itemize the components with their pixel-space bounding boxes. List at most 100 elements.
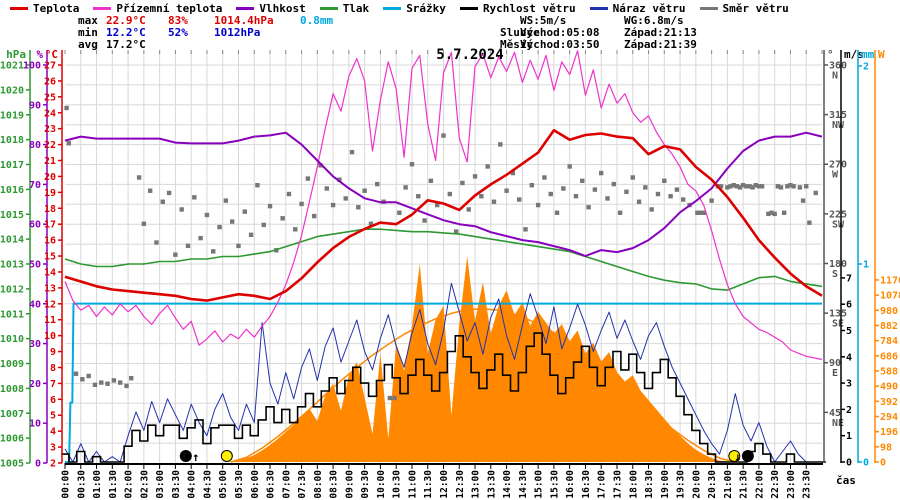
moonrise-time: Východ:03:50 (520, 38, 600, 51)
svg-text:%: % (36, 48, 43, 61)
svg-text:↑: ↑ (192, 450, 199, 464)
legend-swatch-vlhkost (236, 7, 255, 10)
svg-text:10: 10 (44, 331, 56, 342)
time-tick-label: 03:00 (155, 470, 166, 499)
sun-rise-marker (220, 450, 233, 462)
time-tick-label: 05:30 (234, 470, 245, 499)
time-tick-label: 23:00 (786, 470, 797, 499)
svg-text:2: 2 (846, 405, 852, 416)
series-wind_speed-line (61, 332, 826, 463)
svg-text:15: 15 (44, 252, 56, 263)
time-tick-label: 18:30 (644, 470, 655, 499)
svg-text:1007: 1007 (0, 409, 24, 420)
svg-text:196: 196 (880, 427, 898, 438)
time-tick-label: 01:30 (108, 470, 119, 499)
series-wind_gust-line (64, 282, 822, 463)
legend-item-teplota: Teplota (10, 2, 79, 15)
sunrise-time: Východ:05:08 (520, 26, 600, 39)
svg-text:24: 24 (44, 108, 56, 119)
svg-text:SE: SE (832, 319, 844, 330)
wind-gust-stat: WG:6.8m/s (624, 14, 684, 27)
svg-text:18: 18 (44, 204, 56, 215)
svg-text:1008: 1008 (0, 384, 24, 395)
svg-text:1: 1 (846, 431, 852, 442)
time-axis: 00:00 00:30 01:00 01:30 02:00 02:30 03:00 03:30… (61, 463, 856, 499)
series-pressure-line (64, 228, 823, 291)
time-tick-label: 11:00 (407, 470, 418, 499)
legend-swatch-prizemni-teplota (93, 7, 112, 10)
legend-swatch-tlak (319, 7, 338, 10)
wind-speed-stat: WS:5m/s (520, 14, 567, 27)
svg-text:1017: 1017 (0, 160, 24, 171)
svg-text:882: 882 (880, 321, 898, 332)
moonset-time: Západ:21:39 (624, 38, 697, 51)
time-tick-label: 20:30 (707, 470, 718, 499)
svg-text:588: 588 (880, 366, 898, 377)
svg-text:1078: 1078 (880, 291, 900, 302)
stats-avg-row: avg 17.2°C (78, 39, 360, 50)
stats-min-row: min 12.2°C 52% 1012hPa (78, 27, 360, 38)
svg-text:686: 686 (880, 351, 898, 362)
svg-text:1018: 1018 (0, 135, 24, 146)
time-tick-label: 03:30 (171, 470, 182, 499)
stat-max-pressure: 1014.4hPa (214, 14, 274, 27)
time-tick-label: 10:30 (392, 470, 403, 499)
wind-stats-row: WS:5m/s WG:6.8m/s (448, 15, 724, 26)
svg-text:100: 100 (23, 61, 41, 72)
svg-text:2: 2 (50, 459, 56, 470)
sun-set-marker (728, 450, 741, 462)
svg-text:19: 19 (44, 188, 56, 199)
sun-times-row: Slunce Východ:05:08 Západ:21:13 (448, 27, 724, 38)
svg-text:135: 135 (829, 309, 847, 320)
legend-item-tlak: Tlak (319, 2, 369, 15)
svg-text:60: 60 (29, 220, 41, 231)
stat-avg-temp: 17.2°C (106, 38, 146, 51)
series-solar_actual-area (65, 256, 822, 462)
svg-text:1: 1 (863, 260, 869, 271)
svg-text:W: W (878, 48, 885, 61)
stat-min-label: min (78, 26, 98, 39)
svg-text:0: 0 (35, 459, 41, 470)
legend-swatch-naraz-vetru (589, 7, 608, 10)
svg-text:22: 22 (44, 140, 56, 151)
svg-text:225: 225 (829, 209, 847, 220)
stat-max-label: max (78, 14, 98, 27)
x-axis-label: čas (836, 474, 856, 487)
time-tick-label: 02:30 (139, 470, 150, 499)
svg-text:9: 9 (50, 347, 56, 358)
time-tick-label: 20:00 (691, 470, 702, 499)
time-tick-label: 14:00 (502, 470, 513, 499)
svg-text:1020: 1020 (0, 85, 24, 96)
svg-text:490: 490 (880, 382, 898, 393)
svg-text:270: 270 (829, 160, 847, 171)
time-tick-label: 07:30 (297, 470, 308, 499)
svg-text:N: N (832, 70, 838, 81)
svg-text:mm: mm (861, 48, 875, 61)
legend-item-vlhkost: Vlhkost (236, 2, 306, 15)
time-tick-label: 13:00 (471, 470, 482, 499)
time-tick-label: 17:00 (597, 470, 608, 499)
axes-layer: 1005100610071008100910101011101210131014… (0, 48, 900, 470)
chart-title-date: 5.7.2024 (436, 47, 504, 63)
time-tick-label: 14:30 (518, 470, 529, 499)
svg-text:80: 80 (29, 140, 41, 151)
legend-swatch-smer-vetru (699, 7, 718, 10)
svg-text:1016: 1016 (0, 185, 24, 196)
svg-text:6: 6 (846, 300, 852, 311)
time-tick-label: 16:00 (565, 470, 576, 499)
svg-text:315: 315 (829, 110, 847, 121)
time-tick-label: 12:00 (439, 470, 450, 499)
time-tick-label: 00:00 (61, 470, 72, 499)
svg-text:NE: NE (832, 418, 844, 429)
chart-legend: Teplota Přízemní teplota Vlhkost Tlak Srážky… (10, 2, 789, 15)
svg-text:392: 392 (880, 397, 898, 408)
svg-text:90: 90 (29, 100, 41, 111)
stats-left-block: max 22.9°C 83% 1014.4hPa 0.8mm min 12.2°… (78, 15, 360, 51)
svg-text:360: 360 (829, 60, 847, 71)
stats-max-row: max 22.9°C 83% 1014.4hPa 0.8mm (78, 15, 360, 26)
svg-text:m/s: m/s (844, 48, 864, 61)
legend-swatch-srazky (383, 7, 402, 10)
legend-label-smer-vetru: Směr větru (722, 2, 789, 15)
svg-text:98: 98 (880, 442, 892, 453)
stat-min-humidity: 52% (168, 26, 188, 39)
